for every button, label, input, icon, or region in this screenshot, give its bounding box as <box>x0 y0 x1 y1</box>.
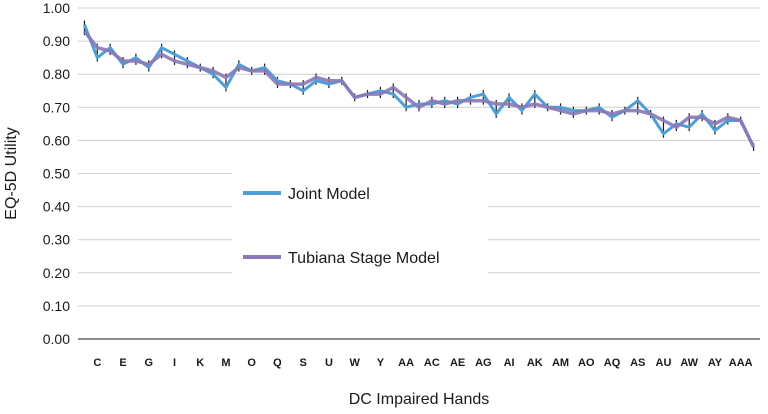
series-lines <box>83 24 756 148</box>
x-tick-label: I <box>173 357 176 369</box>
x-tick-label: AM <box>552 357 569 369</box>
y-tick-label: 1.00 <box>43 0 70 16</box>
x-axis-title: DC Impaired Hands <box>349 391 490 408</box>
x-tick-label: AE <box>450 357 465 369</box>
x-tick-label: AK <box>527 357 543 369</box>
y-tick-label: 0.80 <box>43 66 70 82</box>
y-axis-title: EQ-5D Utility <box>3 127 20 219</box>
y-tick-label: 0.60 <box>43 132 70 148</box>
x-tick-label: K <box>196 357 204 369</box>
legend-background <box>232 160 488 280</box>
x-tick-label: AW <box>680 357 698 369</box>
y-tick-label: 0.00 <box>43 331 70 347</box>
y-tick-label: 0.90 <box>43 33 70 49</box>
x-tick-label: AY <box>708 357 723 369</box>
x-tick-label: S <box>300 357 307 369</box>
series-line-tubiana-stage-model <box>83 30 756 148</box>
error-bars <box>83 20 755 151</box>
x-tick-label: AO <box>578 357 595 369</box>
x-tick-label: M <box>221 357 230 369</box>
x-tick-label: Y <box>377 357 385 369</box>
legend-label-joint-model: Joint Model <box>288 186 370 203</box>
legend-label-tubiana-stage-model: Tubiana Stage Model <box>288 250 440 267</box>
x-tick-label: C <box>93 357 101 369</box>
x-tick-labels: C E G I K M O Q S U W Y AA AC AE AG AI AK AM AO AQ AS AU AW AY AA… <box>93 357 752 369</box>
x-tick-label: AU <box>656 357 672 369</box>
x-tick-label: W <box>349 357 360 369</box>
y-tick-label: 0.10 <box>43 298 70 314</box>
x-tick-label: Q <box>273 357 282 369</box>
y-tick-label: 0.30 <box>43 232 70 248</box>
x-tick-label: AQ <box>604 357 621 369</box>
x-tick-label: AI <box>504 357 515 369</box>
y-tick-label: 0.50 <box>43 166 70 182</box>
x-tick-label: E <box>119 357 126 369</box>
x-tick-label: AA <box>398 357 414 369</box>
legend: Joint Model Tubiana Stage Model <box>232 160 488 280</box>
x-tick-label: AAA <box>729 357 753 369</box>
x-tick-label: O <box>247 357 256 369</box>
x-tick-label: G <box>144 357 153 369</box>
x-tick-label: AG <box>475 357 492 369</box>
y-tick-label: 0.70 <box>43 99 70 115</box>
x-tick-label: AS <box>630 357 645 369</box>
y-tick-label: 0.20 <box>43 265 70 281</box>
y-tick-labels: 0.00 0.10 0.20 0.30 0.40 0.50 0.60 0.70 0.80 0.90… <box>43 0 70 347</box>
series-line-joint-model <box>83 24 755 148</box>
x-tick-label: AC <box>424 357 440 369</box>
y-tick-label: 0.40 <box>43 199 70 215</box>
x-tick-label: U <box>325 357 333 369</box>
